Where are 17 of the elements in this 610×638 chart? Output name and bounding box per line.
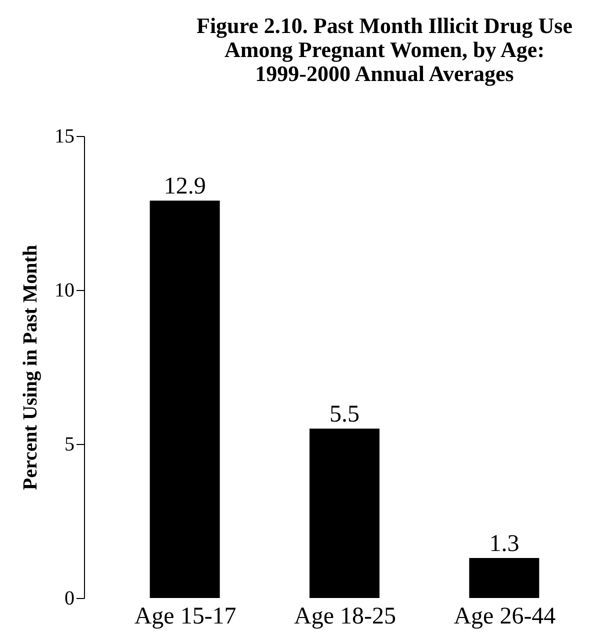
bar <box>150 200 220 598</box>
x-tick-label: Age 15-17 <box>134 604 236 630</box>
y-tick-label: 0 <box>64 588 74 610</box>
x-tick-label: Age 18-25 <box>294 604 396 630</box>
y-tick-label: 15 <box>54 126 74 148</box>
bar <box>469 558 540 598</box>
text: Among Pregnant Women, by Age: <box>224 37 545 62</box>
x-tick-label: Age 26-44 <box>454 604 556 630</box>
data-label: 12.9 <box>164 174 206 200</box>
text: Figure 2.10. Past Month Illicit Drug Use <box>196 13 573 38</box>
y-axis-title: Percent Using in Past Month <box>20 244 42 490</box>
y-tick-label: 10 <box>54 280 74 302</box>
bar <box>310 428 380 598</box>
data-label: 5.5 <box>330 402 360 428</box>
y-tick-label: 5 <box>64 434 74 456</box>
text: 1999-2000 Annual Averages <box>255 61 514 86</box>
data-label: 1.3 <box>489 530 520 557</box>
